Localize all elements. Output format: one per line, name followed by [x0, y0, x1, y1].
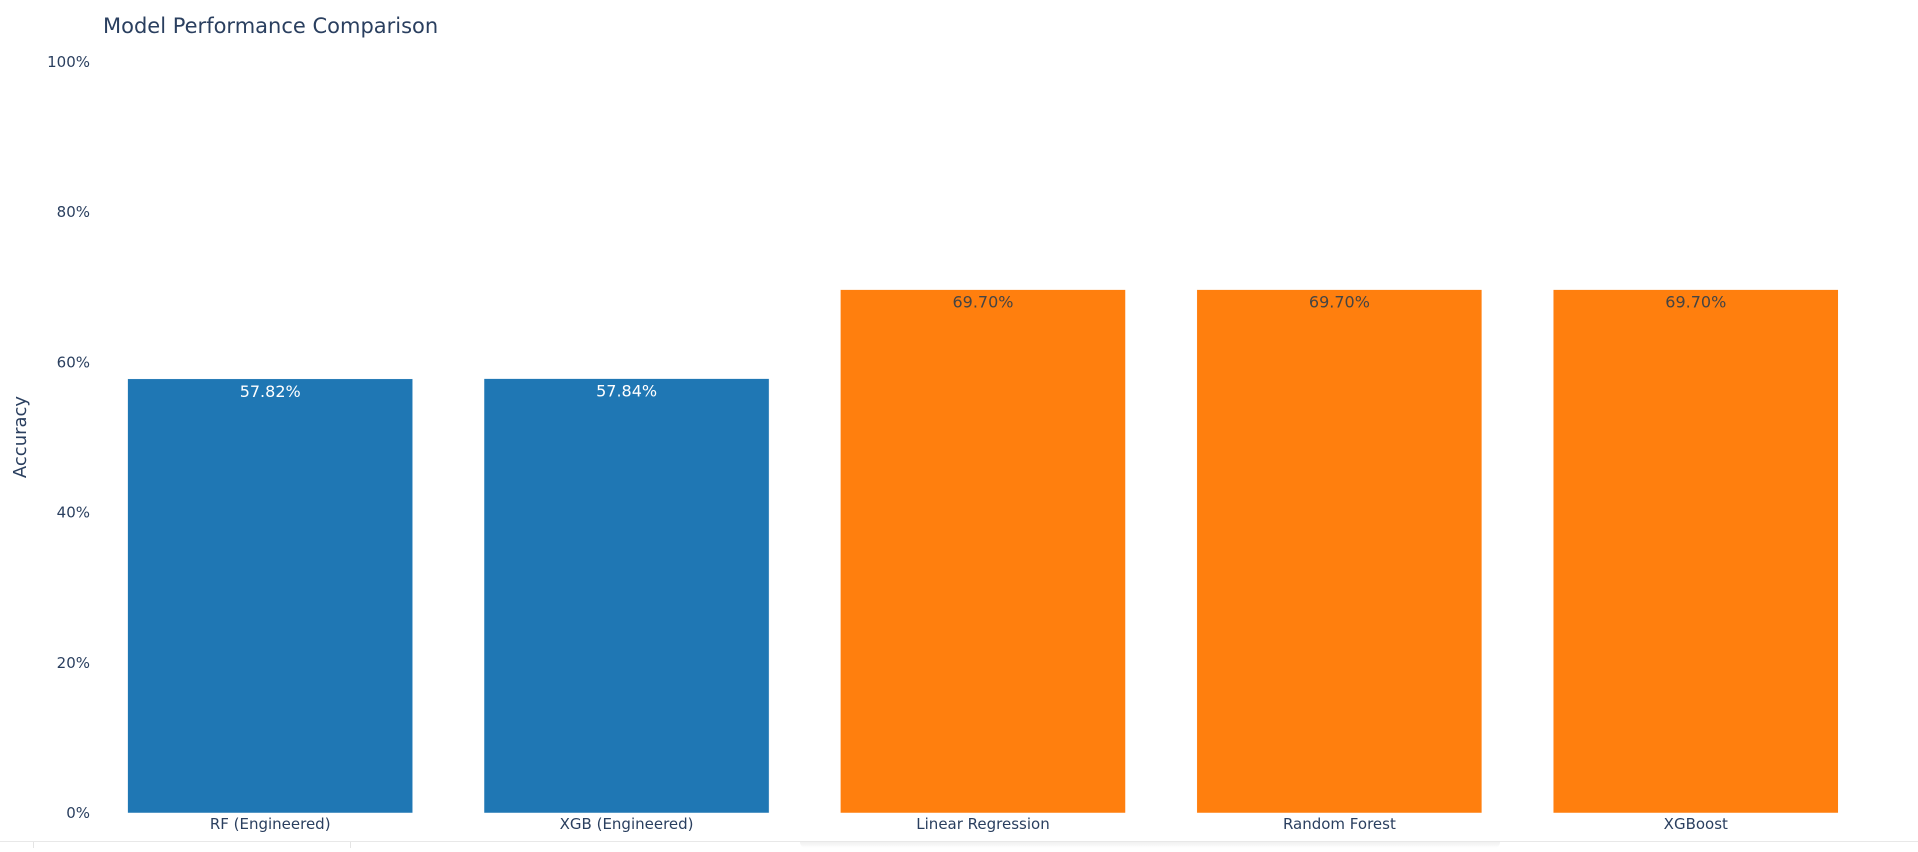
bottom-divider-tick — [33, 842, 34, 848]
bar-value-label: 69.70% — [1665, 293, 1726, 312]
bar-value-label: 57.84% — [596, 382, 657, 401]
bar[interactable] — [840, 289, 1126, 814]
y-tick-label: 80% — [57, 203, 90, 221]
bar-value-label: 57.82% — [240, 382, 301, 401]
bar[interactable] — [1552, 289, 1839, 814]
x-tick-label: XGBoost — [1664, 815, 1728, 833]
bottom-divider-tick — [350, 842, 351, 848]
y-tick-label: 0% — [66, 804, 90, 822]
x-axis-ticks: RF (Engineered) XGB (Engineered) Linear Re… — [210, 815, 1728, 833]
bar[interactable] — [127, 378, 413, 814]
x-tick-label: RF (Engineered) — [210, 815, 331, 833]
x-tick-label: XGB (Engineered) — [560, 815, 694, 833]
bottom-divider — [0, 841, 1918, 842]
bar-value-label: 69.70% — [1309, 293, 1370, 312]
bars-group — [127, 289, 1839, 814]
bar[interactable] — [1196, 289, 1483, 814]
x-tick-label: Linear Regression — [916, 815, 1049, 833]
y-tick-label: 60% — [57, 353, 90, 371]
x-tick-label: Random Forest — [1283, 815, 1396, 833]
bar[interactable] — [483, 378, 770, 814]
y-tick-label: 40% — [57, 504, 90, 522]
y-axis-ticks: 0% 20% 40% 60% 80% 100% — [47, 53, 90, 822]
y-axis-label: Accuracy — [10, 396, 31, 479]
bar-value-label: 69.70% — [952, 293, 1013, 312]
bottom-shadow — [800, 842, 1500, 848]
y-tick-label: 100% — [47, 53, 90, 71]
chart-title: Model Performance Comparison — [103, 14, 438, 38]
y-tick-label: 20% — [57, 654, 90, 672]
bar-labels-group: 57.82% 57.84% 69.70% 69.70% 69.70% — [240, 293, 1727, 401]
